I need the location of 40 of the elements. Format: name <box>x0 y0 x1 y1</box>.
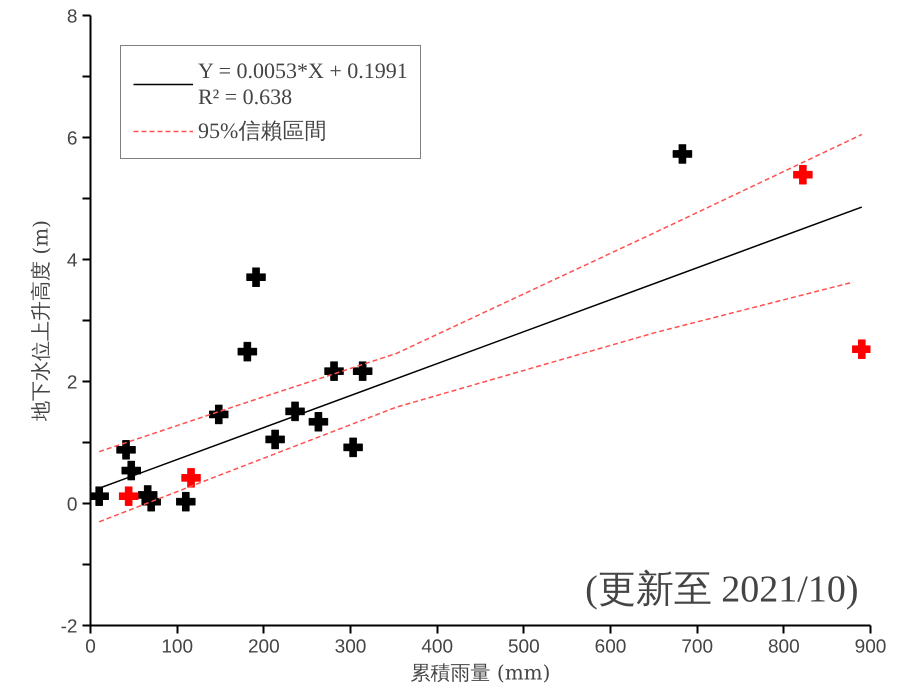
point <box>672 144 692 164</box>
x-tick-label: 200 <box>248 636 280 658</box>
point <box>176 492 196 512</box>
point <box>118 486 138 506</box>
point <box>209 404 229 424</box>
x-tick-label: 900 <box>854 636 886 658</box>
point <box>116 440 136 460</box>
point <box>324 361 344 381</box>
x-tick-label: 100 <box>161 636 194 658</box>
x-tick-label: 500 <box>508 636 540 658</box>
y-tick-label: 4 <box>66 250 78 272</box>
point <box>90 486 109 506</box>
x-tick-label: 800 <box>768 636 800 658</box>
y-tick-label: 6 <box>66 128 78 150</box>
point <box>852 339 870 359</box>
point <box>308 412 328 432</box>
annotation: (更新至 2021/10) <box>585 568 859 610</box>
point <box>121 460 141 480</box>
x-tick-label: 400 <box>421 636 454 658</box>
point <box>793 164 813 184</box>
line-series <box>98 281 854 523</box>
point <box>352 361 372 381</box>
x-tick-label: 0 <box>85 636 96 658</box>
x-tick-label: 600 <box>594 636 626 658</box>
x-axis-title: 累積雨量 (mm) <box>410 660 550 684</box>
point <box>246 267 266 287</box>
point <box>181 468 201 488</box>
y-axis-title: 地下水位上升高度 (m) <box>28 220 53 422</box>
y-tick-label: 2 <box>66 372 78 394</box>
y-tick-label: -2 <box>60 616 78 638</box>
x-tick-label: 700 <box>681 636 714 658</box>
y-tick-label: 0 <box>66 494 78 516</box>
point <box>238 342 258 362</box>
y-tick-label: 8 <box>66 6 78 28</box>
point <box>343 438 363 458</box>
legend-label: Y = 0.0053*X + 0.1991 R² = 0.638 <box>198 58 408 110</box>
point <box>265 430 285 450</box>
point <box>285 402 305 422</box>
legend-label: 95%信賴區間 <box>198 117 326 145</box>
x-tick-label: 300 <box>334 636 366 658</box>
